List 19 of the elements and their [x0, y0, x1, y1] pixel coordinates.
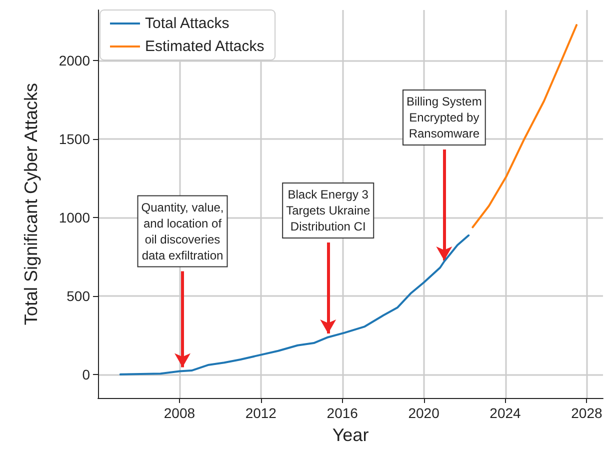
- annotation: Black Energy 3 Targets Ukraine Distribution CI: [286, 188, 370, 234]
- x-tick-label: 2024: [490, 405, 522, 421]
- y-tick-label: 2000: [58, 52, 90, 68]
- y-tick-label: 0: [82, 366, 90, 382]
- y-axis-title: Total Significant Cyber Attacks: [21, 82, 41, 326]
- annotation: Quantity, value, and location of oil discoveries data exfiltration: [141, 200, 224, 262]
- x-tick-label: 2028: [571, 405, 602, 421]
- x-tick-label: 2008: [164, 405, 196, 421]
- y-tick-label: 500: [66, 288, 90, 304]
- x-tick-label: 2016: [326, 405, 358, 421]
- annotation: Billing System Encrypted by Ransomware: [406, 94, 482, 140]
- y-tick-label: 1500: [58, 130, 90, 147]
- y-tick-label: 1000: [58, 209, 90, 226]
- x-tick-label: 2020: [408, 405, 440, 421]
- legend-label: Total Attacks: [145, 15, 230, 32]
- line-series: [119, 234, 470, 376]
- x-axis-title: Year: [332, 425, 369, 445]
- x-tick-label: 2012: [245, 405, 277, 421]
- legend-label: Estimated Attacks: [145, 38, 264, 55]
